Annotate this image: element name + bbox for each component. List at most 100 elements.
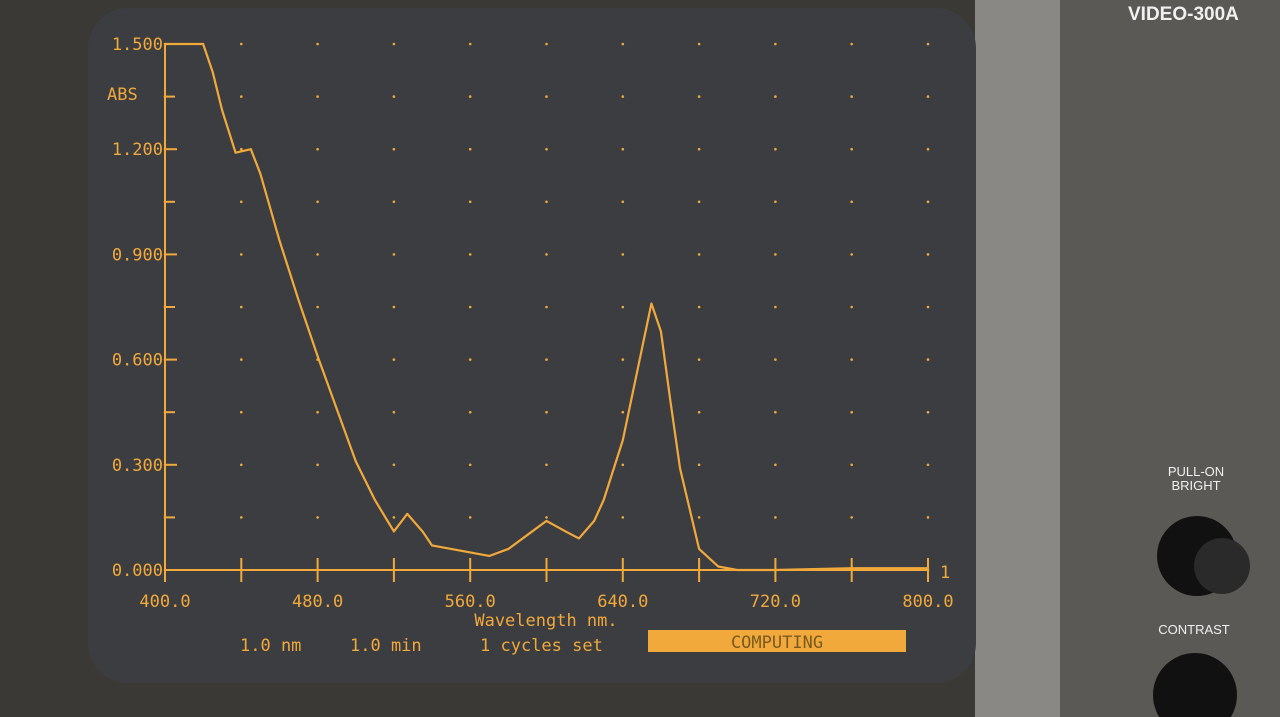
x-tick-label: 640.0 [597, 592, 648, 612]
grid-dot [850, 200, 853, 204]
grid-dot [316, 200, 319, 204]
grid-dot [316, 516, 319, 519]
status-cycles: 1 cycles set [480, 636, 603, 656]
grid-dot [468, 516, 472, 519]
grid-dot [240, 410, 243, 414]
grid-dot [697, 410, 701, 414]
grid-dot [392, 200, 396, 204]
grid-dot [850, 410, 853, 414]
grid-dot [926, 42, 930, 46]
grid-dot [468, 305, 472, 309]
grid-dot [926, 463, 930, 467]
grid-dot [240, 147, 243, 151]
grid-dot [621, 358, 625, 361]
grid-dot [774, 463, 777, 467]
grid-dot [621, 305, 625, 309]
grid-dot [468, 42, 472, 46]
grid-dot [240, 463, 243, 467]
status-resolution: 1.0 nm [240, 636, 301, 656]
grid-dot [545, 358, 548, 361]
grid-dot [545, 147, 548, 151]
bright-knob-cap[interactable] [1194, 538, 1250, 594]
grid-dot [850, 147, 853, 151]
status-state: COMPUTING [731, 633, 823, 653]
grid-dot [774, 200, 777, 204]
status-highlight [648, 630, 906, 652]
grid-dot [468, 410, 472, 414]
grid-dot [468, 147, 472, 151]
grid-dot [697, 305, 701, 309]
x-tick-label: 480.0 [292, 592, 343, 612]
grid-dot [697, 253, 701, 256]
grid-dot [545, 95, 548, 98]
grid-dot [850, 463, 853, 467]
grid-dot [697, 42, 701, 46]
grid-dot [392, 410, 396, 414]
grid-dot [468, 463, 472, 467]
grid-dot [621, 95, 625, 98]
grid-dot [545, 463, 548, 467]
y-tick-label: 0.600 [112, 351, 163, 371]
grid-dot [621, 516, 625, 519]
x-tick-label: 400.0 [139, 592, 190, 612]
contrast-knob[interactable] [1153, 653, 1237, 717]
grid-dot [316, 42, 319, 46]
grid-dot [926, 305, 930, 309]
grid-dot [392, 358, 396, 361]
grid-dot [774, 516, 777, 519]
grid-dot [850, 253, 853, 256]
y-tick-label: 0.300 [112, 456, 163, 476]
grid-dot [316, 147, 319, 151]
grid-dot [926, 147, 930, 151]
grid-dot [545, 410, 548, 414]
crt-screen [88, 8, 976, 683]
grid-dot [850, 305, 853, 309]
grid-dot [392, 95, 396, 98]
grid-dot [621, 147, 625, 151]
grid-dot [545, 305, 548, 309]
grid-dot [468, 200, 472, 204]
grid-dot [468, 253, 472, 256]
grid-dot [392, 147, 396, 151]
grid-dot [240, 305, 243, 309]
grid-dot [316, 410, 319, 414]
grid-dot [926, 358, 930, 361]
x-tick-label: 720.0 [750, 592, 801, 612]
grid-dot [621, 410, 625, 414]
x-tick-label: 560.0 [445, 592, 496, 612]
grid-dot [697, 95, 701, 98]
grid-dot [316, 253, 319, 256]
frame [975, 0, 1065, 717]
y-tick-label: 0.000 [112, 561, 163, 581]
model-label: VIDEO-300A [1128, 4, 1239, 25]
grid-dot [240, 95, 243, 98]
grid-dot [240, 253, 243, 256]
grid-dot [621, 200, 625, 204]
axis-end-label: 1 [940, 563, 950, 583]
x-axis-label: Wavelength nm. [474, 611, 617, 631]
grid-dot [392, 42, 396, 46]
control-panel [1060, 0, 1280, 717]
grid-dot [697, 200, 701, 204]
grid-dot [240, 358, 243, 361]
grid-dot [621, 253, 625, 256]
grid-dot [697, 463, 701, 467]
grid-dot [316, 305, 319, 309]
grid-dot [774, 42, 777, 46]
y-axis-label: ABS [107, 85, 138, 105]
grid-dot [774, 95, 777, 98]
grid-dot [926, 253, 930, 256]
grid-dot [774, 358, 777, 361]
y-tick-label: 1.500 [112, 35, 163, 55]
grid-dot [926, 410, 930, 414]
y-tick-label: 0.900 [112, 245, 163, 265]
grid-dot [240, 516, 243, 519]
spectrum-line [165, 42, 928, 572]
grid-dot [545, 253, 548, 256]
grid-dot [392, 305, 396, 309]
status-time: 1.0 min [350, 636, 422, 656]
grid-dot [240, 42, 243, 46]
x-tick-label: 800.0 [902, 592, 953, 612]
grid-dot [926, 95, 930, 98]
